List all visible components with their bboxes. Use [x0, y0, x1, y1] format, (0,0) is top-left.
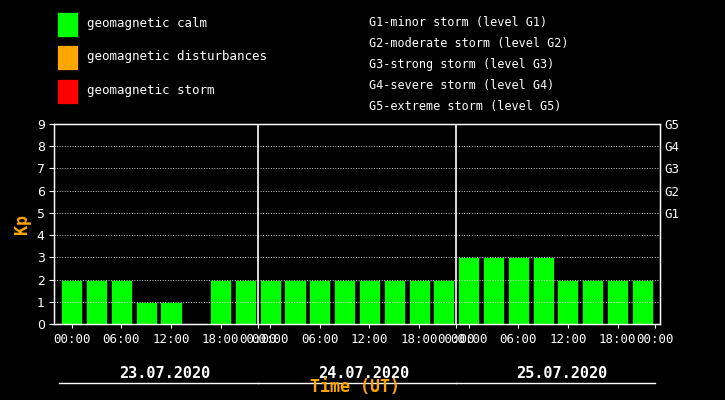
- Bar: [334, 280, 355, 324]
- Text: G2-moderate storm (level G2): G2-moderate storm (level G2): [370, 37, 569, 50]
- Bar: [483, 257, 504, 324]
- Text: G1-minor storm (level G1): G1-minor storm (level G1): [370, 16, 547, 29]
- Bar: [57, 46, 78, 70]
- Bar: [458, 257, 479, 324]
- Bar: [57, 12, 78, 37]
- Bar: [310, 280, 331, 324]
- Text: G5-extreme storm (level G5): G5-extreme storm (level G5): [370, 100, 562, 112]
- Bar: [210, 280, 231, 324]
- Bar: [507, 257, 529, 324]
- Bar: [607, 280, 628, 324]
- Text: geomagnetic storm: geomagnetic storm: [87, 84, 215, 97]
- Bar: [61, 280, 82, 324]
- Bar: [632, 280, 653, 324]
- Text: 23.07.2020: 23.07.2020: [119, 366, 210, 381]
- Bar: [136, 302, 157, 324]
- Text: geomagnetic calm: geomagnetic calm: [87, 17, 207, 30]
- Y-axis label: Kp: Kp: [13, 214, 31, 234]
- Bar: [160, 302, 181, 324]
- Bar: [359, 280, 380, 324]
- Text: geomagnetic disturbances: geomagnetic disturbances: [87, 50, 268, 63]
- Text: 24.07.2020: 24.07.2020: [318, 366, 409, 381]
- Bar: [111, 280, 132, 324]
- Bar: [57, 79, 78, 104]
- Bar: [260, 280, 281, 324]
- Bar: [235, 280, 256, 324]
- Text: 25.07.2020: 25.07.2020: [516, 366, 608, 381]
- Bar: [384, 280, 405, 324]
- Bar: [533, 257, 554, 324]
- Bar: [434, 280, 455, 324]
- Bar: [284, 280, 305, 324]
- Bar: [409, 280, 430, 324]
- Bar: [582, 280, 603, 324]
- Text: G4-severe storm (level G4): G4-severe storm (level G4): [370, 79, 555, 92]
- Text: Time (UT): Time (UT): [310, 378, 400, 396]
- Bar: [558, 280, 579, 324]
- Text: G3-strong storm (level G3): G3-strong storm (level G3): [370, 58, 555, 71]
- Bar: [86, 280, 107, 324]
